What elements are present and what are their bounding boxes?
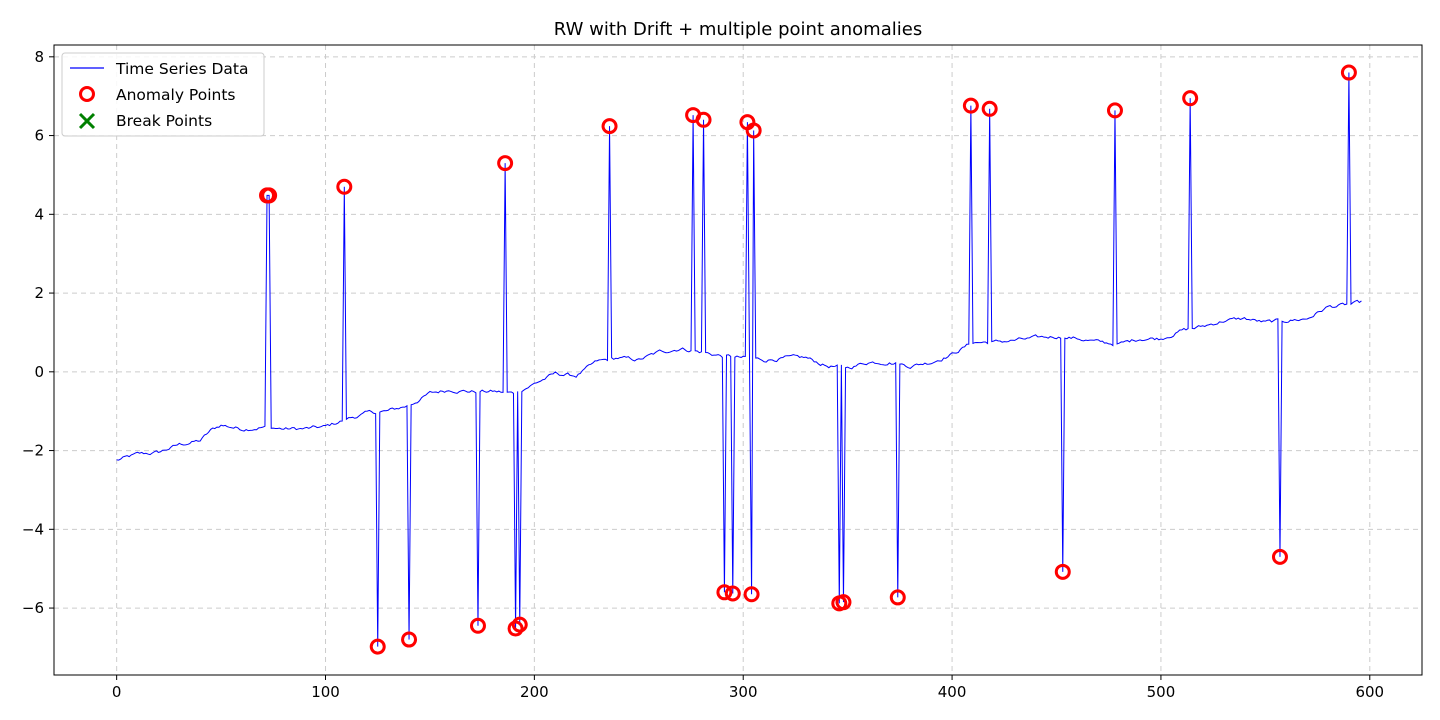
anomaly-point [1054,563,1071,580]
x-tick-label: 400 [938,683,967,701]
anomaly-point [497,155,514,172]
anomaly-point [724,585,741,602]
legend: Time Series Data Anomaly Points Break Po… [61,52,265,137]
anomaly-point [1106,102,1123,119]
y-tick-label: −2 [22,442,44,460]
anomaly-point [469,617,486,634]
y-tick-label: 0 [34,363,44,381]
anomaly-point [507,620,524,637]
anomaly-point [1271,548,1288,565]
x-tick-label: 0 [112,683,122,701]
anomaly-point [962,97,979,114]
anomaly-point [336,178,353,195]
legend-label-anomaly: Anomaly Points [116,86,235,104]
y-tick-label: 8 [34,48,44,66]
y-tick-label: 4 [34,205,44,223]
x-tick-label: 500 [1147,683,1176,701]
legend-x-swatch [78,112,96,130]
legend-box [61,52,265,137]
anomaly-point [1340,64,1357,81]
legend-label-break: Break Points [116,112,212,130]
plot-area [116,64,1362,655]
y-tick-label: −4 [22,520,44,538]
anomaly-point [401,631,418,648]
anomaly-point [261,187,278,204]
anomaly-point [511,616,528,633]
legend-circle-swatch [79,86,95,102]
anomaly-point [835,594,852,611]
anomaly-point [743,586,760,603]
x-tick-label: 100 [311,683,340,701]
y-tick-label: −6 [22,599,44,617]
x-tick-label: 300 [729,683,758,701]
anomaly-point [369,638,386,655]
anomaly-point [981,100,998,117]
x-tick-label: 600 [1355,683,1384,701]
legend-label-series: Time Series Data [115,60,248,78]
anomaly-point [889,589,906,606]
series-line [116,72,1362,647]
y-tick-label: 6 [34,127,44,145]
x-tick-label: 200 [520,683,549,701]
anomaly-point [601,118,618,135]
anomaly-point [745,122,762,139]
anomaly-point [695,111,712,128]
grid [54,45,1422,675]
y-tick-label: 2 [34,284,44,302]
chart-title: RW with Drift + multiple point anomalies [554,19,922,40]
axis-ticks: 0 100 200 300 400 500 600 −6 −4 −2 0 2 4 6 8 [22,48,1384,701]
plot-frame [53,44,1423,676]
anomaly-point [1182,90,1199,107]
anomaly-point [716,584,733,601]
